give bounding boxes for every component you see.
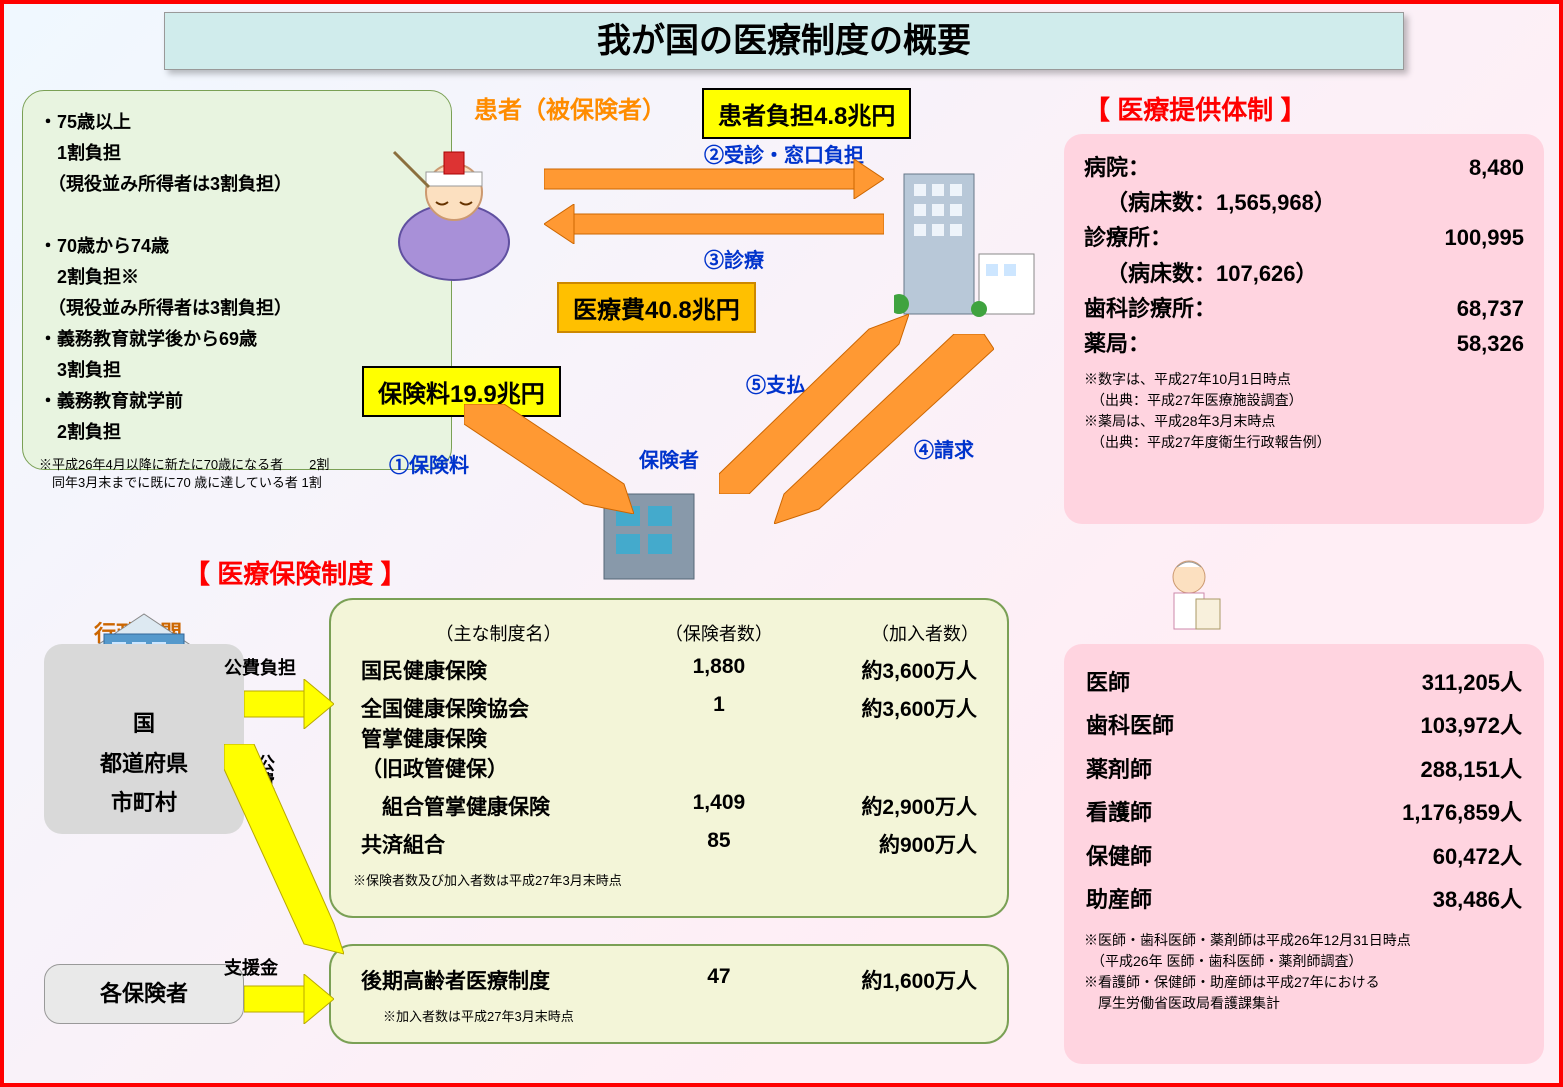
provider-row: 診療所：100,995 <box>1084 220 1524 255</box>
provider-note: ※数字は、平成27年10月1日時点 <box>1084 369 1524 390</box>
gov-level: 市町村 <box>44 783 244 823</box>
provider-row: 薬局：58,326 <box>1084 326 1524 361</box>
table-row: 後期高齢者医療制度 47 約1,600万人 <box>355 962 983 998</box>
arrow-public-to-insurance <box>244 679 334 729</box>
table-row: 国民健康保険1,880約3,600万人 <box>355 652 983 688</box>
provider-subrow: （病床数：107,626） <box>1084 256 1524 291</box>
gov-level: 都道府県 <box>44 744 244 784</box>
provider-stats-box: 病院：8,480（病床数：1,565,968）診療所：100,995（病床数：1… <box>1064 134 1544 524</box>
arrow-support-to-late-elderly <box>244 974 334 1024</box>
gov-level: 国 <box>44 704 244 744</box>
table-header: （加入者数） <box>796 616 983 650</box>
patient-icon <box>364 132 524 282</box>
insurance-table-note: ※保険者数及び加入者数は平成27年3月末時点 <box>353 870 985 889</box>
provider-row: 歯科診療所：68,737 <box>1084 291 1524 326</box>
hospital-building-icon <box>894 154 1044 324</box>
table-row: 全国健康保険協会 管掌健康保険 （旧政管健保）1約3,600万人 <box>355 690 983 786</box>
each-insurer-box: 各保険者 <box>44 964 244 1024</box>
personnel-note: 厚生労働省医政局看護課集計 <box>1084 993 1524 1014</box>
flow-step-1: ①保険料 <box>389 449 469 478</box>
provider-subrow: （病床数：1,565,968） <box>1084 185 1524 220</box>
personnel-row: 保健師60,472人 <box>1086 836 1522 877</box>
arrow-patient-to-hospital <box>544 159 884 199</box>
table-header: （主な制度名） <box>355 616 642 650</box>
arrow-hospital-to-insurer-bill <box>774 334 994 524</box>
insurance-systems-table-box: （主な制度名） （保険者数） （加入者数） 国民健康保険1,880約3,600万… <box>329 598 1009 918</box>
copay-line: （現役並み所得者は3割負担） <box>39 295 435 322</box>
insurance-section-title: 【 医療保険制度 】 <box>184 554 406 591</box>
copay-line: ・義務教育就学後から69歳 <box>39 326 435 353</box>
personnel-note: ※看護師・保健師・助産師は平成27年における <box>1084 972 1524 993</box>
provider-note: ※薬局は、平成28年3月末時点 <box>1084 411 1524 432</box>
copay-footnote: ※平成26年4月以降に新たに70歳になる者 2割 同年3月末までに既に70 歳に… <box>39 456 435 492</box>
personnel-row: 医師311,205人 <box>1086 662 1522 703</box>
flow-step-3: ③診療 <box>704 244 764 273</box>
government-levels-box: 国都道府県市町村 <box>44 644 244 834</box>
table-row: 共済組合85約900万人 <box>355 826 983 862</box>
provider-row: 病院：8,480 <box>1084 150 1524 185</box>
personnel-note: ※医師・歯科医師・薬剤師は平成26年12月31日時点 <box>1084 930 1524 951</box>
personnel-stats-box: 医師311,205人歯科医師103,972人薬剤師288,151人看護師1,17… <box>1064 644 1544 1064</box>
diagram-canvas: 我が国の医療制度の概要 ・75歳以上 1割負担 （現役並み所得者は3割負担） ・… <box>0 0 1563 1087</box>
personnel-note: （平成26年 医師・歯科医師・薬剤師調査） <box>1084 951 1524 972</box>
personnel-row: 歯科医師103,972人 <box>1086 705 1522 746</box>
arrow-public-to-late-elderly <box>224 744 344 964</box>
personnel-row: 看護師1,176,859人 <box>1086 792 1522 833</box>
page-title: 我が国の医療制度の概要 <box>164 12 1404 70</box>
arrow-hospital-to-patient <box>544 204 884 244</box>
provider-note: （出典：平成27年度衛生行政報告例） <box>1084 432 1524 453</box>
patient-burden-box: 患者負担4.8兆円 <box>702 88 911 139</box>
personnel-row: 薬剤師288,151人 <box>1086 749 1522 790</box>
table-row: 組合管掌健康保険1,409約2,900万人 <box>355 788 983 824</box>
patient-label: 患者（被保険者） <box>474 90 666 125</box>
insurance-systems-table: （主な制度名） （保険者数） （加入者数） 国民健康保険1,880約3,600万… <box>353 614 985 864</box>
insurer-label: 保険者 <box>639 444 699 473</box>
provider-section-title: 【 医療提供体制 】 <box>1084 90 1306 127</box>
copay-line: 2割負担 <box>39 419 435 446</box>
public-burden-label: 公費負担 <box>224 654 296 680</box>
nurse-icon <box>1144 549 1234 639</box>
arrow-premium-to-insurer <box>464 404 634 514</box>
late-elderly-note: ※加入者数は平成27年3月末時点 <box>353 1006 985 1025</box>
late-elderly-box: 後期高齢者医療制度 47 約1,600万人 ※加入者数は平成27年3月末時点 <box>329 944 1009 1044</box>
provider-note: （出典：平成27年医療施設調査） <box>1084 390 1524 411</box>
personnel-row: 助産師38,486人 <box>1086 879 1522 920</box>
table-header: （保険者数） <box>644 616 794 650</box>
